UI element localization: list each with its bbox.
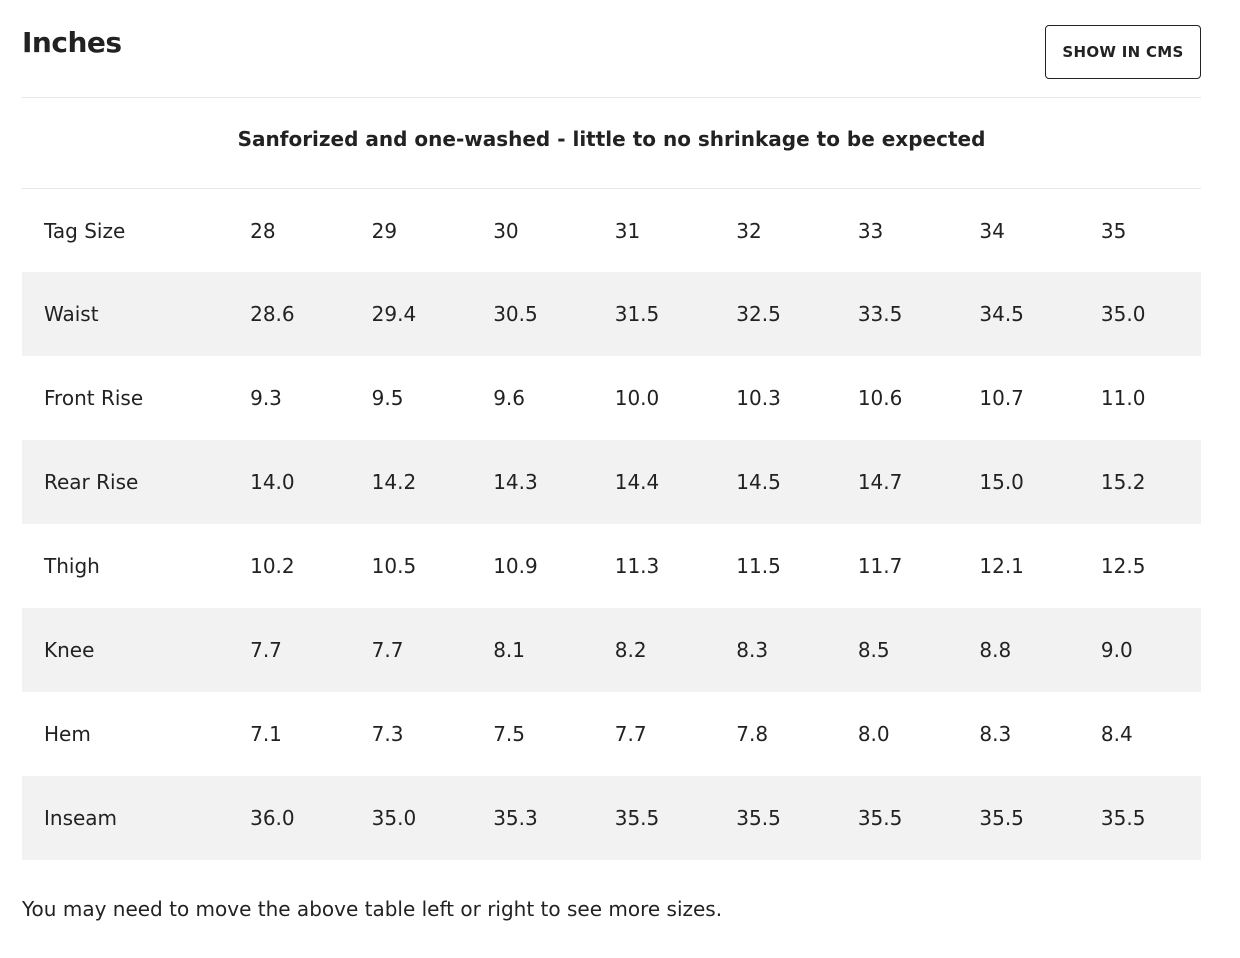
size-chart-table: Tag Size 28 29 30 31 32 33 34 35 Waist 28… — [22, 189, 1201, 860]
measurement-cell: 12.5 — [1100, 554, 1146, 578]
measurement-cell: 35.0 — [1100, 272, 1201, 356]
row-label: Waist — [22, 272, 251, 356]
measurement-cell: 7.5 — [493, 722, 525, 746]
measurement-cell: 14.7 — [857, 440, 980, 524]
row-label: Hem — [44, 722, 91, 746]
measurement-row: Front Rise 9.3 9.5 9.6 10.0 10.3 10.6 10.7 11.0 — [22, 356, 1201, 440]
measurement-cell: 33.5 — [857, 272, 980, 356]
measurement-cell: 35.5 — [979, 776, 1101, 860]
tag-size-cell: 34 — [979, 218, 1005, 243]
measurement-cell: 11.0 — [1100, 386, 1146, 410]
measurement-cell: 15.2 — [1100, 440, 1201, 524]
measurement-row: Thigh 10.2 10.5 10.9 11.3 11.5 11.7 12.1 12.5 — [22, 524, 1201, 608]
measurement-cell: 8.5 — [857, 608, 980, 692]
measurement-cell: 8.8 — [979, 608, 1101, 692]
tag-size-cell: 28 — [250, 218, 276, 243]
row-label: Thigh — [44, 554, 100, 578]
measurement-cell: 10.7 — [979, 386, 1024, 410]
measurement-cell: 35.5 — [614, 776, 737, 860]
subtitle-divider — [22, 188, 1201, 189]
row-label: Tag Size — [44, 218, 126, 243]
measurement-cell: 11.5 — [736, 554, 781, 578]
tag-size-cell: 33 — [857, 218, 884, 243]
row-label: Inseam — [22, 776, 251, 860]
measurement-cell: 34.5 — [979, 272, 1101, 356]
measurement-cell: 35.5 — [857, 776, 980, 860]
measurement-cell: 7.3 — [371, 722, 404, 746]
measurement-cell: 10.5 — [371, 554, 417, 578]
row-label: Front Rise — [44, 386, 144, 410]
row-label: Knee — [22, 608, 251, 692]
measurement-cell: 8.3 — [979, 722, 1012, 746]
measurement-row: Rear Rise 14.0 14.2 14.3 14.4 14.5 14.7 15.0 15.… — [22, 440, 1201, 524]
measurement-cell: 10.0 — [614, 386, 660, 410]
measurement-cell: 36.0 — [250, 776, 372, 860]
measurement-cell: 8.2 — [614, 608, 737, 692]
measurement-cell: 9.6 — [493, 386, 525, 410]
measurement-cell: 35.5 — [1100, 776, 1201, 860]
measurement-cell: 11.7 — [857, 554, 903, 578]
measurement-cell: 9.0 — [1100, 608, 1201, 692]
measurement-cell: 28.6 — [250, 272, 372, 356]
measurement-cell: 35.3 — [493, 776, 615, 860]
measurement-row: Knee 7.7 7.7 8.1 8.2 8.3 8.5 8.8 9.0 — [22, 608, 1201, 692]
measurement-row: Waist 28.6 29.4 30.5 31.5 32.5 33.5 34.5 35.0 — [22, 272, 1201, 356]
tag-size-cell: 31 — [614, 218, 641, 243]
measurement-cell: 30.5 — [493, 272, 615, 356]
measurement-cell: 10.6 — [857, 386, 903, 410]
show-in-cms-button[interactable]: SHOW IN CMS — [1045, 25, 1201, 79]
tag-size-cell: 29 — [371, 218, 398, 243]
measurement-cell: 32.5 — [736, 272, 858, 356]
measurement-cell: 7.8 — [736, 722, 769, 746]
measurement-cell: 7.7 — [614, 722, 647, 746]
measurement-cell: 35.5 — [736, 776, 858, 860]
measurement-cell: 8.4 — [1100, 722, 1133, 746]
tag-size-row: Tag Size 28 29 30 31 32 33 34 35 — [22, 189, 1201, 272]
page-header: Inches SHOW IN CMS — [22, 0, 1201, 97]
measurement-cell: 7.1 — [250, 722, 282, 746]
page-title: Inches — [22, 26, 122, 59]
tag-size-cell: 32 — [736, 218, 762, 243]
measurement-cell: 14.4 — [614, 440, 737, 524]
measurement-cell: 10.9 — [493, 554, 538, 578]
measurement-row: Inseam 36.0 35.0 35.3 35.5 35.5 35.5 35.5 35.5 — [22, 776, 1201, 860]
measurement-cell: 7.7 — [250, 608, 372, 692]
scroll-hint-note: You may need to move the above table lef… — [22, 897, 723, 921]
measurement-cell: 10.3 — [736, 386, 781, 410]
measurement-cell: 9.3 — [250, 386, 282, 410]
measurement-row: Hem 7.1 7.3 7.5 7.7 7.8 8.0 8.3 8.4 — [22, 692, 1201, 776]
measurement-cell: 8.0 — [857, 722, 890, 746]
measurement-cell: 15.0 — [979, 440, 1101, 524]
measurement-cell: 31.5 — [614, 272, 737, 356]
header-divider — [22, 97, 1201, 98]
row-label: Rear Rise — [22, 440, 251, 524]
measurement-cell: 10.2 — [250, 554, 295, 578]
measurement-cell: 14.3 — [493, 440, 615, 524]
measurement-cell: 9.5 — [371, 386, 404, 410]
measurement-cell: 12.1 — [979, 554, 1024, 578]
measurement-cell: 7.7 — [371, 608, 494, 692]
measurement-cell: 8.3 — [736, 608, 858, 692]
measurement-cell: 14.5 — [736, 440, 858, 524]
measurement-cell: 14.0 — [250, 440, 372, 524]
measurement-cell: 11.3 — [614, 554, 660, 578]
size-chart-body: Tag Size 28 29 30 31 32 33 34 35 Waist 28… — [22, 189, 1201, 860]
measurement-cell: 29.4 — [371, 272, 494, 356]
measurement-cell: 35.0 — [371, 776, 494, 860]
tag-size-cell: 30 — [493, 218, 519, 243]
measurement-cell: 8.1 — [493, 608, 615, 692]
measurement-cell: 14.2 — [371, 440, 494, 524]
table-subtitle: Sanforized and one-washed - little to no… — [237, 127, 986, 151]
tag-size-cell: 35 — [1100, 218, 1127, 243]
